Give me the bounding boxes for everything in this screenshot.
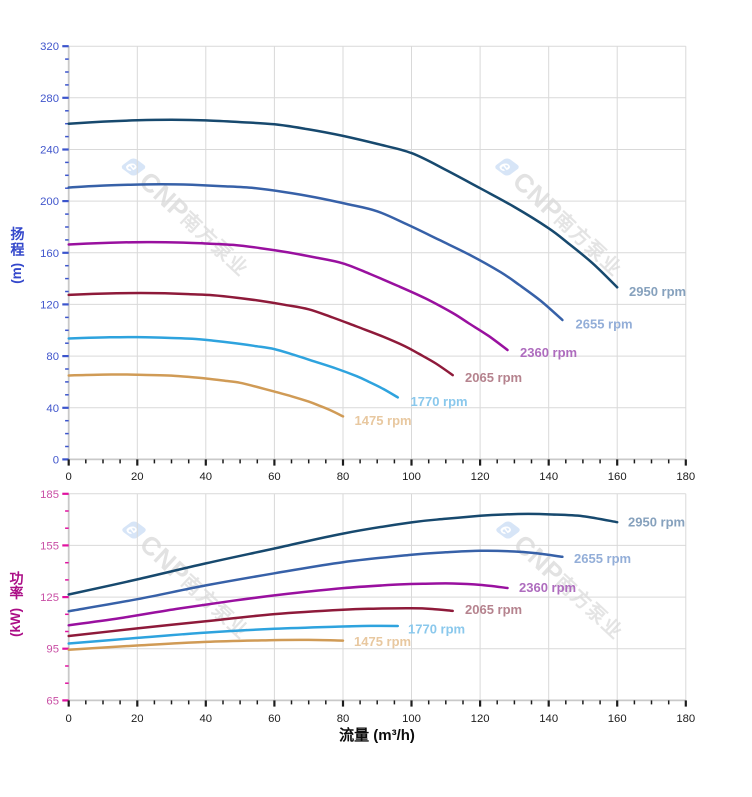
- svg-text:40: 40: [200, 471, 213, 483]
- svg-text:160: 160: [608, 471, 627, 483]
- svg-text:2655 rpm: 2655 rpm: [574, 551, 631, 566]
- svg-text:20: 20: [131, 713, 144, 725]
- svg-text:95: 95: [46, 644, 59, 656]
- svg-text:100: 100: [402, 713, 421, 725]
- svg-text:160: 160: [40, 248, 59, 260]
- svg-text:40: 40: [200, 713, 213, 725]
- svg-text:20: 20: [131, 471, 144, 483]
- svg-text:60: 60: [268, 471, 281, 483]
- svg-text:200: 200: [40, 196, 59, 208]
- svg-text:240: 240: [40, 145, 59, 157]
- svg-text:80: 80: [46, 351, 59, 363]
- svg-text:2360 rpm: 2360 rpm: [520, 345, 577, 360]
- svg-text:2950 rpm: 2950 rpm: [628, 515, 685, 530]
- svg-text:0: 0: [53, 454, 59, 466]
- svg-text:125: 125: [40, 592, 59, 604]
- svg-text:280: 280: [40, 93, 59, 105]
- svg-text:程: 程: [11, 241, 25, 257]
- svg-text:60: 60: [268, 713, 281, 725]
- svg-text:2655 rpm: 2655 rpm: [576, 316, 633, 331]
- svg-text:1475 rpm: 1475 rpm: [355, 413, 412, 428]
- svg-text:120: 120: [471, 471, 490, 483]
- svg-text:65: 65: [46, 695, 59, 707]
- svg-text:40: 40: [46, 403, 59, 415]
- svg-text:率: 率: [10, 585, 24, 601]
- svg-text:0: 0: [66, 471, 72, 483]
- svg-text:80: 80: [337, 713, 350, 725]
- svg-text:140: 140: [539, 471, 558, 483]
- svg-text:(m): (m): [9, 263, 24, 284]
- svg-text:0: 0: [66, 713, 72, 725]
- svg-text:1770 rpm: 1770 rpm: [411, 394, 468, 409]
- svg-text:流量 (m³/h): 流量 (m³/h): [339, 726, 415, 744]
- svg-text:100: 100: [402, 471, 421, 483]
- svg-text:(kW): (kW): [8, 608, 23, 637]
- svg-text:2360 rpm: 2360 rpm: [519, 580, 576, 595]
- svg-text:155: 155: [40, 540, 59, 552]
- svg-text:1475 rpm: 1475 rpm: [354, 634, 411, 649]
- svg-text:180: 180: [676, 713, 695, 725]
- svg-text:1770 rpm: 1770 rpm: [408, 622, 465, 637]
- svg-text:320: 320: [40, 41, 59, 53]
- svg-text:2065 rpm: 2065 rpm: [465, 370, 522, 385]
- svg-text:80: 80: [337, 471, 350, 483]
- svg-text:扬: 扬: [11, 226, 25, 242]
- svg-text:160: 160: [608, 713, 627, 725]
- svg-text:功: 功: [10, 570, 24, 586]
- svg-text:2065 rpm: 2065 rpm: [465, 602, 522, 617]
- svg-text:140: 140: [539, 713, 558, 725]
- svg-text:185: 185: [40, 489, 59, 501]
- svg-text:2950 rpm: 2950 rpm: [629, 284, 686, 299]
- svg-text:120: 120: [40, 299, 59, 311]
- svg-text:120: 120: [471, 713, 490, 725]
- svg-text:180: 180: [676, 471, 695, 483]
